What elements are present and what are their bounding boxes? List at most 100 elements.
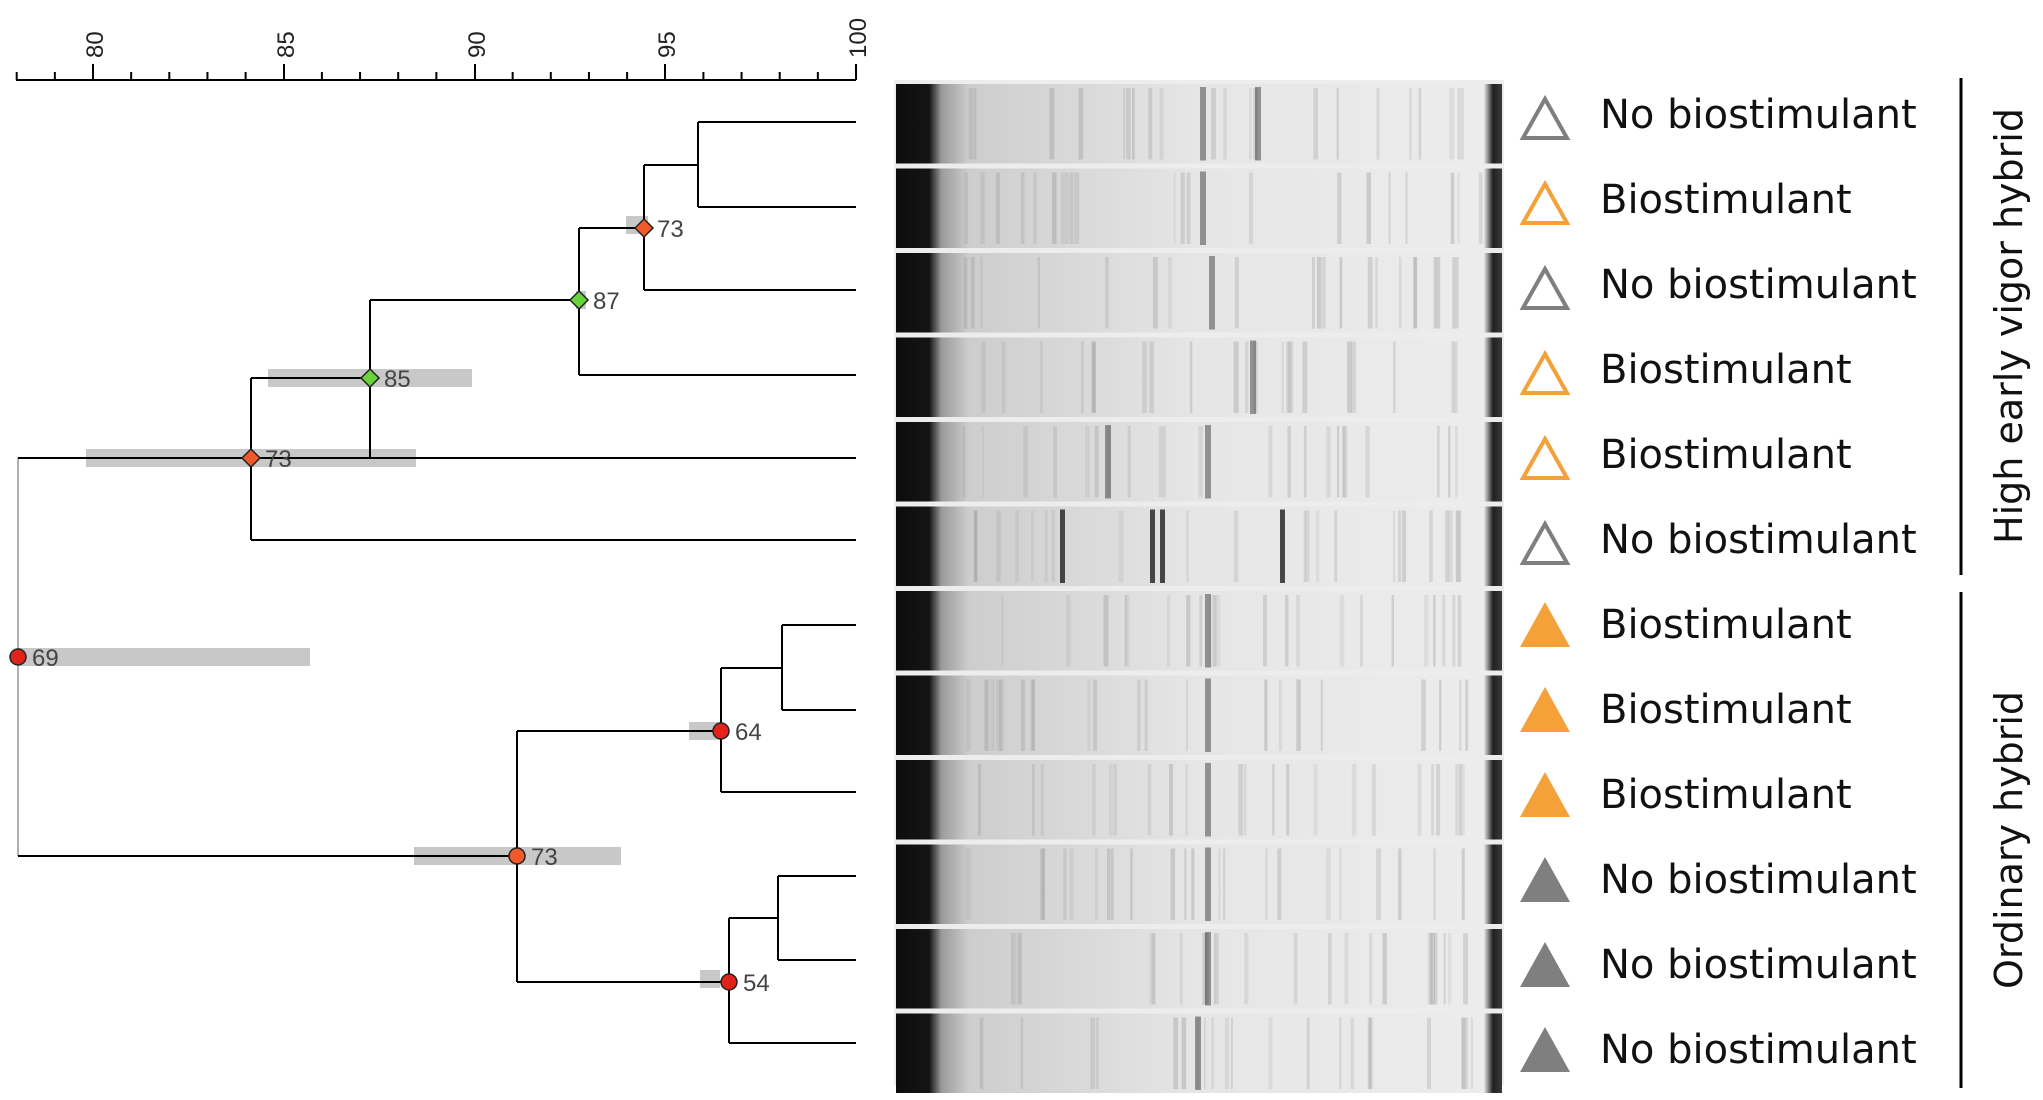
gel-band <box>1200 87 1206 161</box>
gel-band-faint <box>1196 1017 1200 1089</box>
gel-band-faint <box>1321 257 1326 329</box>
gel-band-faint <box>1020 172 1025 244</box>
gel-band-faint <box>1409 88 1412 160</box>
gel-band-faint <box>1051 510 1056 582</box>
gel-band-faint <box>1302 341 1308 413</box>
gel-band-faint <box>1211 1017 1215 1089</box>
gel-band-faint <box>1118 510 1124 582</box>
gel-band-faint <box>1142 341 1147 413</box>
gel-band-faint <box>1110 848 1114 920</box>
gel-band-faint <box>1460 88 1464 160</box>
gel-band-faint <box>1434 933 1438 1005</box>
node-marker-73-lower <box>508 847 526 865</box>
gel-band-faint <box>973 510 978 582</box>
gel-band-faint <box>1289 341 1294 413</box>
gel-band-faint <box>1286 341 1289 413</box>
gel-band-faint <box>1452 257 1455 329</box>
gel-band-faint <box>1418 88 1422 160</box>
gel-band-faint <box>1198 426 1203 498</box>
gel-band-faint <box>1334 510 1338 582</box>
filled-triangle-icon <box>1520 1027 1570 1072</box>
gel-band-faint <box>1328 933 1332 1005</box>
sample-label: Biostimulant <box>1600 687 1852 733</box>
gel-band-faint <box>1281 341 1285 413</box>
gel-band-faint <box>1429 510 1433 582</box>
gel-band-faint <box>1371 764 1377 836</box>
node-marker-85 <box>359 367 381 389</box>
gel-band-faint <box>1253 341 1258 413</box>
gel-band-faint <box>1213 933 1216 1005</box>
gel-band-faint <box>1405 172 1408 244</box>
axis-label-95: 95 <box>654 31 681 58</box>
gel-band-faint <box>1303 510 1306 582</box>
hollow-triangle-icon <box>1519 349 1571 395</box>
gel-band-faint <box>1448 426 1451 498</box>
gel-band-faint <box>1233 510 1239 582</box>
gel-band-faint <box>1152 257 1158 329</box>
gel-band <box>1060 509 1065 583</box>
sample-label: Biostimulant <box>1600 432 1852 478</box>
gel-band-faint <box>1278 679 1282 751</box>
gel-band-faint <box>1040 848 1045 920</box>
gel-lane <box>896 929 1502 1009</box>
gel-band-faint <box>1180 172 1185 244</box>
gel-band-faint <box>1186 510 1189 582</box>
gel-band-faint <box>1191 848 1195 920</box>
gel-band-faint <box>990 679 995 751</box>
gel-band-faint <box>1148 88 1153 160</box>
gel-band-faint <box>1094 426 1099 498</box>
gel-band-faint <box>1233 341 1239 413</box>
axis-label-80: 80 <box>82 31 109 58</box>
gel-band-faint <box>1234 257 1239 329</box>
group-brackets: High early vigor hybrid Ordinary hybrid <box>1959 78 2031 1088</box>
gel-band-faint <box>1458 764 1462 836</box>
gel-band-faint <box>1159 88 1164 160</box>
gel-band-faint <box>1453 341 1458 413</box>
node-label-64: 64 <box>735 719 762 746</box>
node-marker-87 <box>568 289 590 311</box>
gel-band-faint <box>1023 426 1028 498</box>
gel-band-faint <box>1433 595 1436 667</box>
gel-band-faint <box>1391 595 1394 667</box>
gel-band-faint <box>1225 1017 1229 1089</box>
gel-band-faint <box>1365 426 1370 498</box>
node-label-73-upper: 73 <box>657 216 684 243</box>
sample-label: No biostimulant <box>1600 857 1917 903</box>
gel-band-faint <box>980 257 983 329</box>
gel-band-faint <box>1376 88 1380 160</box>
gel-band-faint <box>1021 679 1025 751</box>
gel-band-faint <box>1147 764 1152 836</box>
gel-lane <box>896 84 1502 164</box>
axis-minor-ticks <box>15 72 819 80</box>
sample-label: Biostimulant <box>1600 602 1852 648</box>
filled-triangle-icon <box>1520 602 1570 647</box>
hollow-triangle-icon <box>1519 94 1571 140</box>
gel-band-faint <box>1268 1017 1273 1089</box>
gel-band-faint <box>1095 848 1098 920</box>
gel-band-faint <box>1454 257 1459 329</box>
gel-band-faint <box>970 257 975 329</box>
gel-band-faint <box>1457 595 1462 667</box>
node-error-bars <box>18 216 721 988</box>
gel-band-faint <box>1186 595 1191 667</box>
axis-label-90: 90 <box>464 31 491 58</box>
gel-band-faint <box>1218 848 1221 920</box>
gel-band-faint <box>966 848 971 920</box>
gel-band-faint <box>1342 426 1345 498</box>
error-bar-node-54 <box>700 970 720 988</box>
sample-label: No biostimulant <box>1600 92 1917 138</box>
gel-band-faint <box>1149 341 1154 413</box>
gel-band-faint <box>1249 88 1252 160</box>
gel-band-faint <box>1369 933 1373 1005</box>
gel-band <box>1205 678 1211 752</box>
axis-label-85: 85 <box>273 31 300 58</box>
gel-band-faint <box>1315 510 1320 582</box>
gel-band-faint <box>996 679 1002 751</box>
gel-band-faint <box>1339 1017 1342 1089</box>
gel-band-faint <box>1287 341 1291 413</box>
similarity-axis: 80 85 90 95 100 <box>15 18 872 81</box>
gel-band-faint <box>1167 257 1172 329</box>
gel-band-faint <box>1033 172 1037 244</box>
gel-band-faint <box>1216 595 1221 667</box>
